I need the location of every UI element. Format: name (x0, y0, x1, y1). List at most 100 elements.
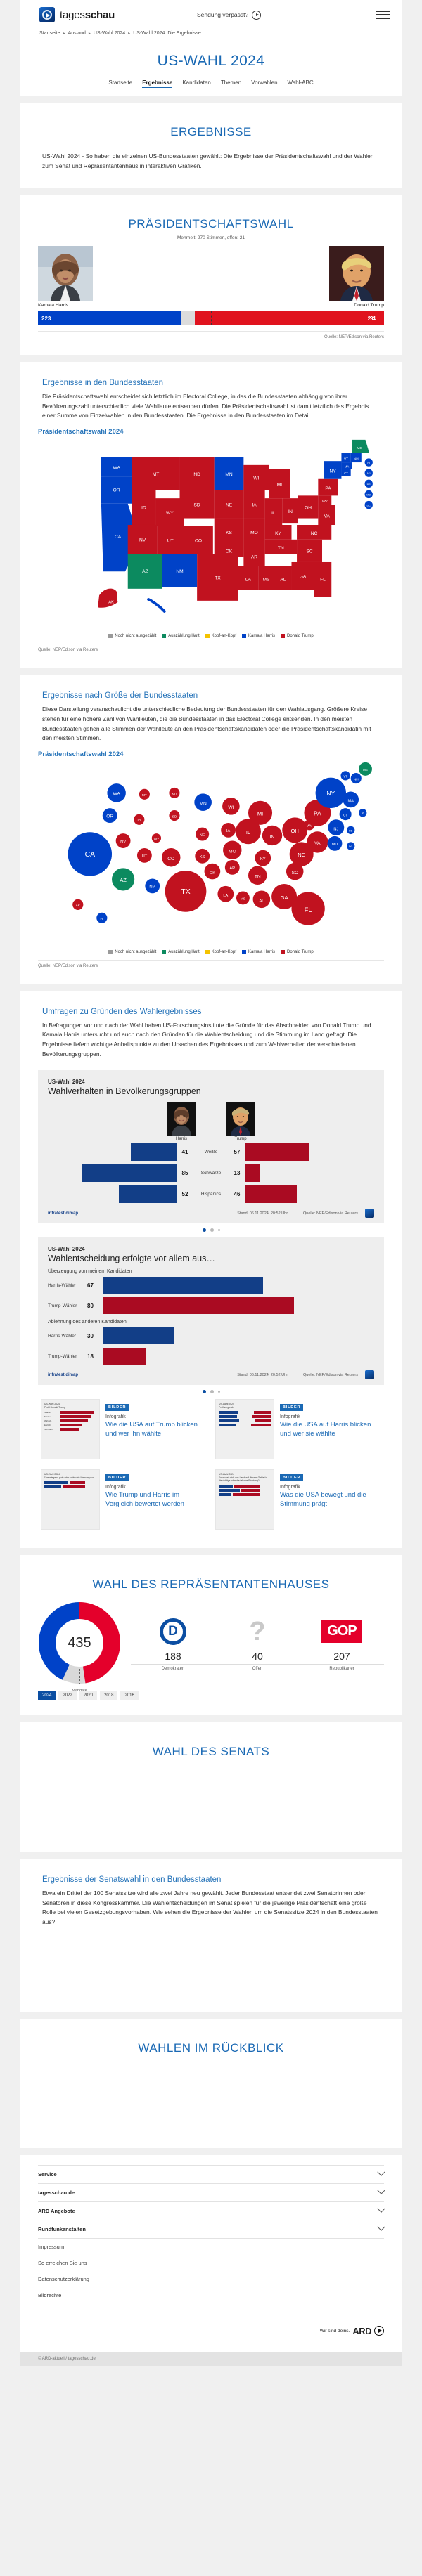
chevron-down-icon[interactable] (377, 2223, 385, 2231)
teaser-card[interactable]: US-Wahl 2024 Überwiegend gute oder schle… (41, 1469, 207, 1530)
footer-link-kontakt[interactable]: So erreichen Sie uns (38, 2259, 87, 2266)
tab-vorwahlen[interactable]: Vorwahlen (251, 79, 278, 86)
ard-logo-icon (365, 1370, 374, 1380)
footer-accordion-label: Service (38, 2171, 57, 2178)
chevron-down-icon[interactable] (377, 2168, 385, 2176)
house-title: WAHL DES REPRÄSENTANTENHAUSES (92, 1578, 330, 1592)
svg-text:AZ: AZ (120, 877, 127, 883)
dot-1[interactable] (202, 1390, 206, 1394)
tab-kandidaten[interactable]: Kandidaten (182, 79, 211, 86)
dot-2[interactable] (210, 1228, 214, 1232)
teaser-badge: BILDER (106, 1474, 129, 1482)
harris-vote-count: 223 (41, 315, 51, 322)
chip-2022[interactable]: 2022 (58, 1691, 77, 1700)
chart2-row-bar (103, 1348, 146, 1365)
dot-3[interactable] (217, 1391, 220, 1393)
tab-themen[interactable]: Themen (220, 79, 242, 86)
us-results-map[interactable]: WA OR CA MT ND SD ID WY NV UT CO NE KS A… (38, 438, 384, 631)
legend-item-trump: Donald Trump (281, 949, 314, 954)
svg-text:GA: GA (281, 895, 289, 901)
footer-accordion-service[interactable]: Service (38, 2164, 385, 2184)
presidential-title: PRÄSIDENTSCHAFTSWAHL (128, 217, 294, 231)
page-title: US-WAHL 2024 (157, 53, 265, 69)
size-text: Diese Darstellung veranschaulicht die un… (42, 705, 371, 742)
footer-link-bildrechte[interactable]: Bildrechte (38, 2291, 62, 2298)
breadcrumb-separator: ▸ (128, 32, 131, 36)
section-subnav: Startseite Ergebnisse Kandidaten Themen … (20, 79, 402, 96)
teaser-card[interactable]: US-Wahl 2024 Entwickelt sich das Land au… (215, 1469, 381, 1530)
sendung-verpasst-link[interactable]: Sendung verpasst? (197, 10, 262, 20)
chip-2016[interactable]: 2016 (120, 1691, 139, 1700)
ard-logo-icon (365, 1209, 374, 1218)
breadcrumb: Startseite ▸ Ausland ▸ US-Wahl 2024 ▸ US-Wa… (39, 31, 402, 36)
label-democrats: Demokraten (161, 1666, 185, 1671)
chart1-row: 85 Schwarze 13 (48, 1164, 374, 1183)
thumb-mini-chart (219, 1411, 271, 1427)
svg-text:DE: DE (349, 829, 353, 832)
ard-eins-icon (374, 2326, 384, 2336)
hamburger-icon[interactable] (376, 8, 390, 21)
svg-text:SC: SC (292, 871, 298, 876)
svg-text:DC: DC (367, 505, 371, 507)
dot-1[interactable] (202, 1228, 206, 1232)
breadcrumb-item-2[interactable]: US-Wahl 2024 (93, 31, 126, 36)
breadcrumb-item-1[interactable]: Ausland (68, 31, 86, 36)
chart-wahlentscheidung[interactable]: US-Wahl 2024 Wahlentscheidung erfolgte v… (38, 1237, 384, 1386)
tagesschau-logo[interactable]: tagesschau (39, 7, 115, 22)
house-total-caption: Mandate (72, 1689, 87, 1693)
chart1-candidate-faces: Harris Trump (48, 1102, 374, 1141)
tab-ergebnisse[interactable]: Ergebnisse (142, 79, 173, 88)
tab-startseite[interactable]: Startseite (108, 79, 133, 86)
dot-3[interactable] (217, 1229, 220, 1232)
thumb-subtitle: Entwickelt sich das Land auf diesem Gebi… (219, 1476, 268, 1483)
candidate-name-harris: Kamala Harris (38, 303, 69, 308)
svg-text:RI: RI (362, 812, 364, 815)
dot-2[interactable] (210, 1390, 214, 1394)
teaser-title[interactable]: Wie die USA auf Harris blicken und wer s… (280, 1421, 371, 1438)
carousel-dots-2[interactable] (38, 1385, 384, 1395)
teaser-card[interactable]: US-Wahl 2024 Profilvergleich BILDER Info… (215, 1399, 381, 1460)
teaser-title[interactable]: Wie Trump und Harris im Vergleich bewert… (106, 1491, 184, 1509)
svg-text:NC: NC (298, 852, 305, 858)
house-total-wrap: 435 (56, 1620, 103, 1667)
footer-accordion-tagesschau[interactable]: tagesschau.de (38, 2184, 385, 2202)
map-legend: Noch nicht ausgezählt Auszählung läuft K… (38, 634, 384, 639)
chart-wahlverhalten-bevoelkerungsgruppen[interactable]: US-Wahl 2024 Wahlverhalten in Bevölkerun… (38, 1070, 384, 1224)
us-bubble-map[interactable]: WA OR CA MT ND SD ID WY NV UT CO NE KS A… (38, 761, 384, 947)
face-label-harris: Harris (176, 1137, 187, 1142)
svg-text:TN: TN (255, 874, 261, 879)
svg-text:NV: NV (120, 840, 126, 844)
play-icon[interactable] (252, 10, 262, 20)
chip-2024[interactable]: 2024 (38, 1691, 56, 1700)
svg-text:TX: TX (215, 576, 221, 581)
chip-2020[interactable]: 2020 (79, 1691, 98, 1700)
footer-link-impressum[interactable]: Impressum (38, 2243, 65, 2250)
svg-text:RI: RI (367, 462, 370, 464)
svg-text:WY: WY (166, 511, 174, 516)
tab-wahl-abc[interactable]: Wahl-ABC (287, 79, 314, 86)
seats-open: 40 (252, 1650, 263, 1662)
chart1-footer: infratest dimap Stand: 06.11.2024, 20:52… (48, 1209, 374, 1218)
chevron-down-icon[interactable] (377, 2204, 385, 2213)
footer-link-datenschutz[interactable]: Datenschutzerklärung (38, 2275, 89, 2282)
footer-accordion-ard-angebote[interactable]: ARD Angebote (38, 2202, 385, 2220)
label-republicans: Republikaner (329, 1666, 354, 1671)
chip-2018[interactable]: 2018 (100, 1691, 118, 1700)
svg-text:MA: MA (345, 465, 350, 469)
carousel-dots-1[interactable] (38, 1223, 384, 1233)
chevron-down-icon[interactable] (377, 2186, 385, 2194)
teaser-title[interactable]: Wie die USA auf Trump blicken und wer ih… (106, 1421, 198, 1438)
svg-text:WV: WV (322, 500, 328, 504)
chart2-row-label: Harris-Wähler (48, 1333, 77, 1339)
party-labels: Demokraten Offen Republikaner (131, 1665, 384, 1671)
teaser-card[interactable]: US-Wahl 2024 Profil Donald Trump Stärke … (41, 1399, 207, 1460)
breadcrumb-item-0[interactable]: Startseite (39, 31, 60, 36)
svg-text:VT: VT (343, 775, 347, 779)
footer-accordion-rundfunkanstalten[interactable]: Rundfunkanstalten (38, 2220, 385, 2239)
teaser-title[interactable]: Was die USA bewegt und die Stimmung präg… (280, 1491, 366, 1509)
chart2-row-value: 67 (87, 1282, 94, 1289)
svg-text:WA: WA (113, 466, 120, 471)
ard-wordmark: ARD (352, 2325, 371, 2336)
svg-text:IA: IA (226, 829, 231, 833)
bubble-source: Quelle: NEP/Edison via Reuters (38, 959, 384, 968)
